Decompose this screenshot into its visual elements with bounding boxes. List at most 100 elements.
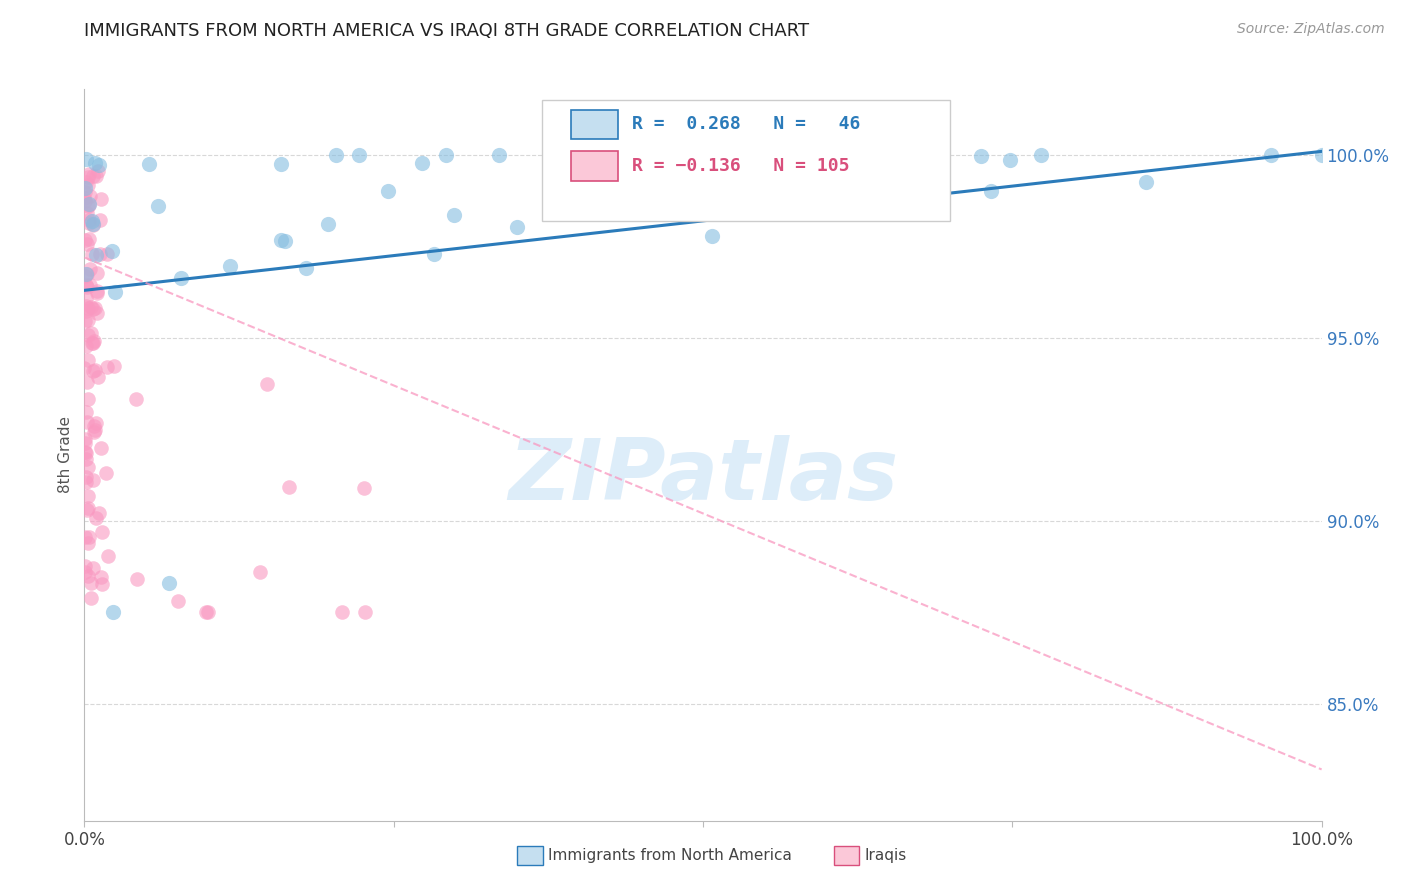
Point [83, 425, 105, 440]
Point [94, 467, 117, 481]
Point [87, 158, 110, 172]
Point [167, 594, 190, 608]
Point [897, 148, 920, 162]
Point [79, 575, 101, 590]
Point [75, 470, 97, 484]
Point [76, 503, 98, 517]
Point [157, 575, 180, 590]
Point [80, 301, 103, 315]
Point [77, 536, 100, 550]
Point [91, 524, 114, 539]
Point [125, 572, 148, 586]
Point [75, 433, 97, 447]
Point [82, 217, 104, 231]
Point [90, 441, 112, 455]
Point [77, 490, 100, 504]
Point [347, 148, 370, 162]
Text: IMMIGRANTS FROM NORTH AMERICA VS IRAQI 8TH GRADE CORRELATION CHART: IMMIGRANTS FROM NORTH AMERICA VS IRAQI 8… [84, 22, 810, 40]
Point [80, 246, 103, 260]
Point [77, 199, 100, 213]
Point [82, 218, 104, 232]
Point [79, 530, 101, 544]
Point [75, 175, 97, 189]
Point [73, 233, 96, 247]
Point [75, 299, 97, 313]
Point [1260, 148, 1282, 162]
Point [96, 247, 118, 261]
Point [82, 336, 104, 351]
Point [75, 405, 97, 419]
Point [76, 313, 98, 327]
Point [77, 232, 100, 246]
Point [75, 475, 97, 490]
Point [443, 208, 465, 222]
Point [79, 189, 101, 203]
Point [91, 577, 114, 591]
Point [87, 369, 110, 384]
Point [219, 259, 242, 273]
Point [1029, 148, 1052, 162]
Point [82, 169, 104, 184]
Point [75, 304, 97, 318]
Point [294, 260, 316, 275]
Point [87, 164, 110, 178]
Point [411, 156, 433, 170]
Point [104, 285, 127, 299]
Point [73, 314, 96, 328]
Point [75, 446, 97, 460]
Point [278, 480, 301, 494]
Point [84, 423, 107, 437]
Point [330, 605, 353, 619]
Point [77, 167, 100, 181]
Point [77, 500, 100, 515]
Point [82, 473, 104, 487]
Point [197, 605, 219, 619]
Point [571, 152, 593, 166]
Point [1310, 148, 1333, 162]
Point [77, 213, 100, 227]
Point [76, 301, 98, 316]
Point [84, 169, 107, 183]
Point [80, 213, 103, 227]
Point [84, 511, 107, 525]
Point [73, 361, 96, 376]
Point [146, 199, 169, 213]
Point [194, 605, 217, 619]
Point [77, 198, 100, 212]
Point [84, 247, 107, 261]
Point [75, 153, 97, 167]
Point [73, 194, 96, 208]
Point [75, 277, 97, 292]
Point [80, 591, 103, 605]
Point [80, 326, 103, 340]
Y-axis label: 8th Grade: 8th Grade [58, 417, 73, 493]
Point [76, 178, 98, 192]
Text: ZIPatlas: ZIPatlas [508, 435, 898, 518]
Point [75, 181, 97, 195]
Point [76, 236, 98, 251]
Point [89, 213, 111, 227]
Point [86, 306, 108, 320]
Point [84, 363, 107, 377]
Point [170, 271, 193, 285]
Point [270, 233, 292, 247]
Point [90, 192, 112, 206]
Point [79, 278, 101, 293]
Point [73, 558, 96, 573]
Point [79, 261, 101, 276]
Point [434, 148, 457, 162]
Point [76, 280, 98, 294]
Point [75, 339, 97, 353]
Point [83, 301, 105, 315]
Point [73, 445, 96, 459]
Text: R = −0.136   N = 105: R = −0.136 N = 105 [633, 157, 851, 175]
Point [73, 565, 96, 579]
Point [82, 335, 104, 350]
Point [103, 359, 125, 374]
Point [86, 285, 108, 300]
Point [82, 560, 104, 574]
Point [86, 266, 108, 280]
Point [101, 244, 124, 258]
Point [86, 284, 108, 298]
FancyBboxPatch shape [571, 110, 617, 139]
